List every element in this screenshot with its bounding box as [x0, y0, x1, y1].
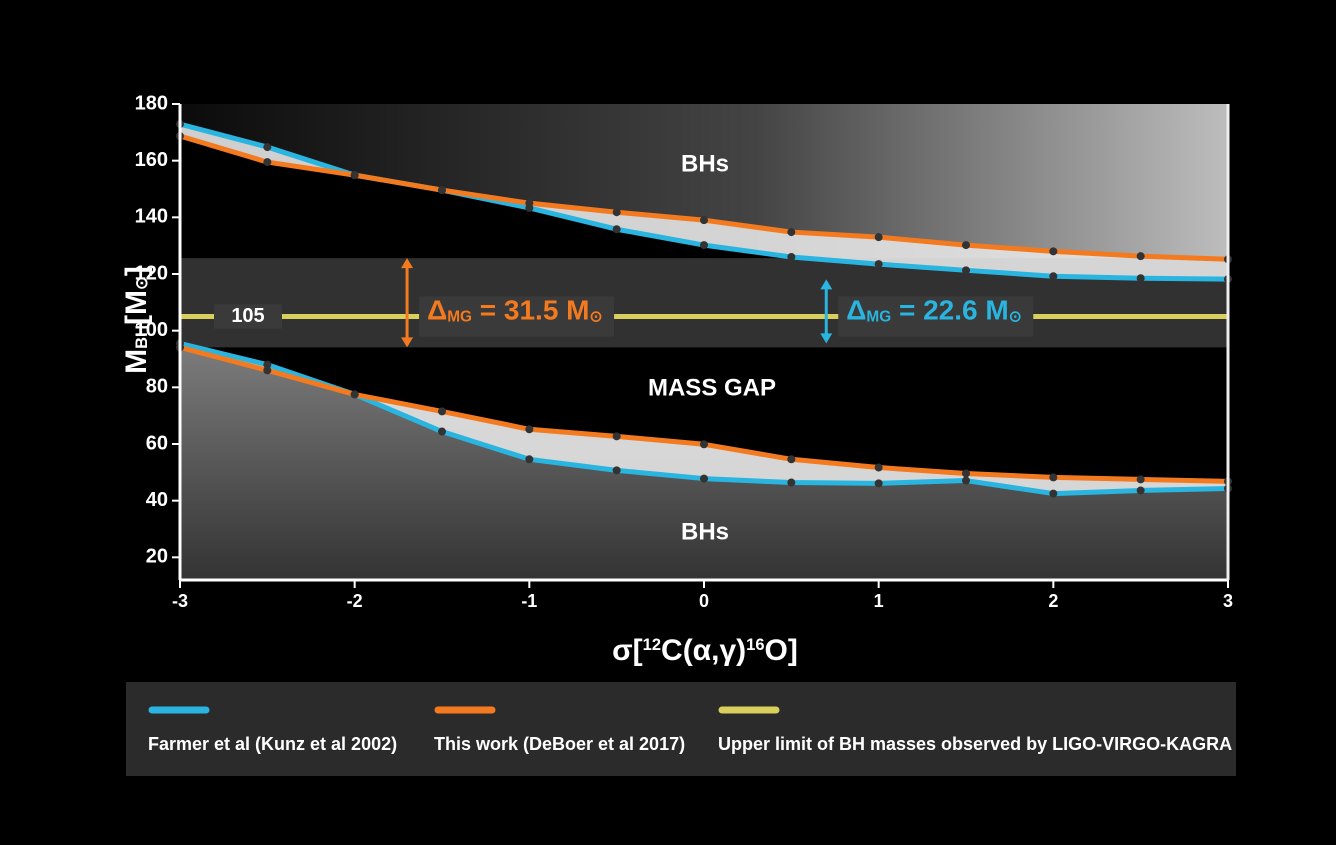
data-point	[612, 466, 621, 475]
data-point	[350, 171, 359, 180]
text-part: BH	[133, 325, 151, 349]
y-tick-label: 80	[146, 376, 168, 398]
x-axis-label: σ[12C(α,γ)16O]	[612, 634, 798, 667]
x-tick-label: 3	[1223, 591, 1233, 611]
data-point	[700, 241, 708, 250]
data-point	[438, 427, 446, 436]
text-part: MG	[447, 308, 472, 325]
data-point	[874, 463, 883, 472]
data-point	[787, 253, 796, 261]
data-point	[525, 425, 534, 434]
label-bg	[419, 296, 615, 337]
data-point	[787, 228, 796, 237]
data-point	[350, 390, 359, 399]
text-part: [M	[120, 290, 153, 325]
annotation-text: ΔMG = 31.5 M⊙	[427, 295, 602, 326]
arrow-head	[401, 258, 414, 269]
x-tick-label: 0	[699, 591, 709, 611]
data-point	[525, 199, 534, 208]
legend-label: Farmer et al (Kunz et al 2002)	[148, 734, 397, 754]
data-point	[962, 241, 970, 250]
y-tick-label: 40	[146, 489, 168, 511]
data-point	[874, 233, 883, 242]
label-bg	[838, 296, 1034, 337]
label-bg	[214, 304, 282, 329]
arrow-head	[401, 337, 414, 348]
region-label: BHs	[681, 150, 729, 177]
arrow-head	[820, 333, 833, 344]
y-tick-label: 100	[135, 319, 168, 341]
data-point	[612, 208, 621, 217]
data-point	[263, 158, 272, 167]
text-part: 12	[643, 636, 661, 654]
data-point	[962, 476, 970, 485]
difference-fill	[180, 343, 1228, 494]
y-tick-label: 160	[135, 149, 168, 171]
data-point	[874, 479, 883, 488]
text-part: O]	[765, 634, 798, 667]
y-tick-label: 60	[146, 432, 168, 454]
text-part: = 31.5 M	[472, 295, 590, 326]
arrow-head	[820, 279, 833, 290]
legend-label: Upper limit of BH masses observed by LIG…	[718, 734, 1232, 754]
data-point	[787, 478, 796, 487]
data-point	[263, 143, 272, 152]
region-label: BHs	[681, 518, 729, 545]
x-tick-label: 1	[874, 591, 884, 611]
difference-fill	[180, 124, 1228, 280]
y-axis-label: MBH[M⊙]	[120, 266, 153, 374]
data-point	[1049, 272, 1058, 281]
data-point	[1136, 252, 1145, 261]
annotation-text: ΔMG = 22.6 M⊙	[846, 295, 1021, 326]
y-tick-label: 20	[146, 546, 168, 568]
data-point	[525, 455, 534, 464]
text-part: M	[120, 349, 153, 374]
text-part: C(α,γ)	[661, 634, 746, 667]
text-part: Δ	[846, 295, 866, 326]
text-part: MG	[866, 308, 891, 325]
y-tick-label: 120	[135, 262, 168, 284]
data-point	[787, 455, 796, 464]
x-tick-label: -1	[521, 591, 537, 611]
legend-box	[126, 682, 1236, 776]
data-point	[1136, 486, 1145, 495]
data-point	[1049, 247, 1058, 256]
text-part: 16	[746, 636, 764, 654]
text-part: ⊙	[1009, 308, 1022, 325]
text-part: ]	[120, 266, 153, 276]
data-point	[700, 440, 708, 449]
y-tick-label: 140	[135, 206, 168, 228]
data-point	[612, 432, 621, 441]
x-tick-label: 2	[1048, 591, 1058, 611]
legend-label: This work (DeBoer et al 2017)	[434, 734, 685, 754]
data-point	[1136, 475, 1145, 484]
data-point	[962, 469, 970, 478]
data-point	[700, 474, 708, 483]
data-point	[962, 266, 970, 275]
text-part: σ[	[612, 634, 643, 667]
x-tick-label: -3	[172, 591, 188, 611]
data-point	[263, 360, 272, 369]
data-point	[438, 186, 446, 195]
data-point	[1049, 489, 1058, 498]
data-point	[438, 407, 446, 416]
data-point	[612, 225, 621, 234]
data-point	[263, 366, 272, 375]
y-tick-label: 180	[135, 92, 168, 114]
data-point	[874, 260, 883, 269]
text-part: ⊙	[133, 276, 151, 290]
text-part: = 22.6 M	[891, 295, 1009, 326]
region-label: MASS GAP	[648, 374, 776, 401]
x-tick-label: -2	[347, 591, 363, 611]
data-point	[1136, 274, 1145, 283]
text-part: Δ	[427, 295, 447, 326]
text-part: ⊙	[590, 308, 603, 325]
data-point	[1049, 473, 1058, 482]
data-point	[700, 216, 708, 225]
reference-label: 105	[231, 305, 264, 327]
